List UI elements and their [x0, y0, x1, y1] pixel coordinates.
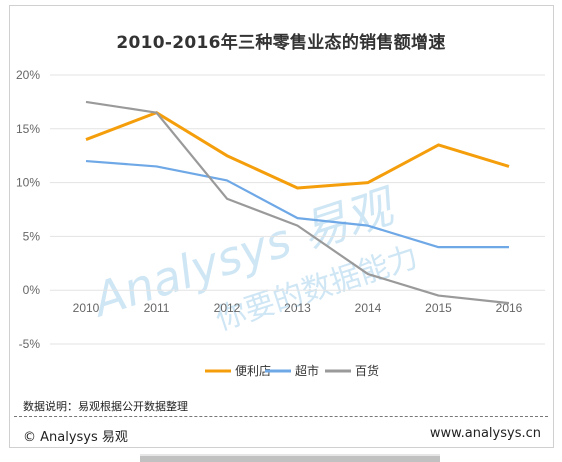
chart-title: 2010-2016年三种零售业态的销售额增速 — [116, 33, 446, 53]
series-line-1 — [85, 111, 510, 190]
y-tick-label: 15% — [16, 122, 40, 136]
legend: 便利店 超市 百货 — [205, 363, 379, 378]
site-link[interactable]: www.analysys.cn — [429, 426, 541, 441]
legend-label: 百货 — [355, 363, 379, 378]
x-tick-label: 2010 — [73, 301, 100, 315]
legend-label: 便利店 — [235, 364, 271, 378]
x-tick-label: 2016 — [496, 301, 523, 315]
divider — [14, 416, 548, 417]
data-note: 数据说明：易观根据公开数据整理 — [23, 400, 188, 413]
x-tick-label: 2014 — [355, 301, 382, 315]
y-axis-labels: 20% 15% 10% 5% 0% -5% — [16, 68, 40, 351]
x-axis-labels: 2010 2011 2012 2013 2014 2015 2016 — [73, 301, 523, 315]
x-tick-label: 2015 — [425, 301, 452, 315]
series-lines — [85, 100, 510, 305]
gridlines — [50, 74, 545, 345]
x-tick-label: 2013 — [284, 301, 311, 315]
brand-label: © Analysys 易观 — [23, 430, 128, 445]
series-line-3 — [85, 100, 510, 305]
caption-strip — [140, 454, 440, 462]
x-tick-label: 2012 — [214, 301, 241, 315]
chart-frame — [9, 5, 554, 448]
y-tick-label: 10% — [16, 176, 40, 190]
y-tick-label: 0% — [23, 283, 41, 297]
series-line-2 — [85, 159, 509, 249]
y-tick-label: 20% — [16, 68, 40, 82]
legend-label: 超市 — [295, 363, 319, 378]
y-tick-label: 5% — [23, 229, 41, 243]
caption-strip-shade — [140, 456, 440, 462]
x-tick-label: 2011 — [144, 301, 170, 315]
y-tick-label: -5% — [19, 337, 41, 351]
